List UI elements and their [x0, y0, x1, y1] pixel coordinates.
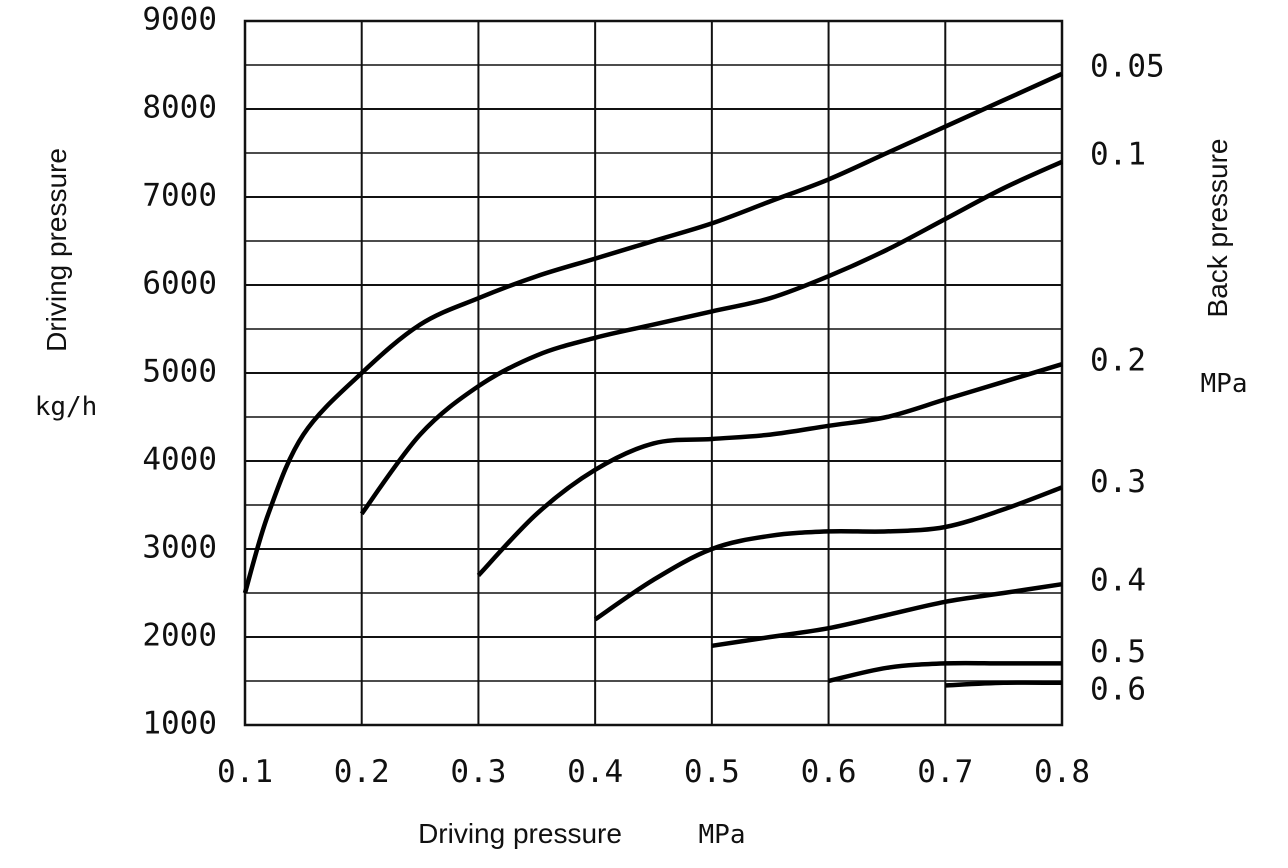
- series-label: 0.1: [1090, 136, 1146, 172]
- plot-frame: [243, 19, 1064, 727]
- y-tick-label: 9000: [142, 2, 217, 38]
- y-tick-label: 7000: [142, 178, 217, 214]
- x-tick-label: 0.1: [217, 754, 273, 790]
- series-line-0-4: [711, 581, 1063, 649]
- series-label: 0.3: [1090, 464, 1146, 500]
- series-line-0-05: [242, 71, 1063, 594]
- y-axis-unit: kg/h: [35, 392, 98, 422]
- series-label: 0.4: [1090, 563, 1146, 599]
- y-tick-label: 3000: [142, 530, 217, 566]
- series-line-0-3: [593, 485, 1063, 622]
- y-tick-label: 2000: [142, 618, 217, 654]
- x-tick-label: 0.3: [450, 754, 506, 790]
- right-axis-unit: MPa: [1201, 369, 1248, 399]
- y-tick-label: 5000: [142, 354, 217, 390]
- right-axis-title: Back pressure: [1202, 139, 1233, 318]
- series-label: 0.6: [1090, 671, 1146, 707]
- y-tick-label: 1000: [142, 706, 217, 742]
- series-line-0-1: [359, 159, 1063, 516]
- y-tick-label: 4000: [142, 442, 217, 478]
- series-line-0-2: [476, 362, 1063, 577]
- x-tick-label: 0.7: [917, 754, 973, 790]
- series-label: 0.2: [1090, 343, 1146, 379]
- x-tick-label: 0.2: [334, 754, 390, 790]
- series-label: 0.05: [1090, 48, 1165, 84]
- x-axis-title: Driving pressure: [418, 818, 622, 849]
- x-tick-label: 0.5: [684, 754, 740, 790]
- y-tick-label: 6000: [142, 266, 217, 302]
- y-tick-label: 8000: [142, 90, 217, 126]
- series-line-0-5: [828, 660, 1062, 684]
- x-tick-label: 0.4: [567, 754, 623, 790]
- x-tick-label: 0.8: [1034, 754, 1090, 790]
- series-label: 0.5: [1090, 634, 1146, 670]
- x-tick-label: 0.6: [801, 754, 857, 790]
- x-axis-unit: MPa: [699, 820, 746, 850]
- y-axis-title: Driving pressure: [41, 148, 72, 352]
- series-line-0-6: [945, 680, 1063, 688]
